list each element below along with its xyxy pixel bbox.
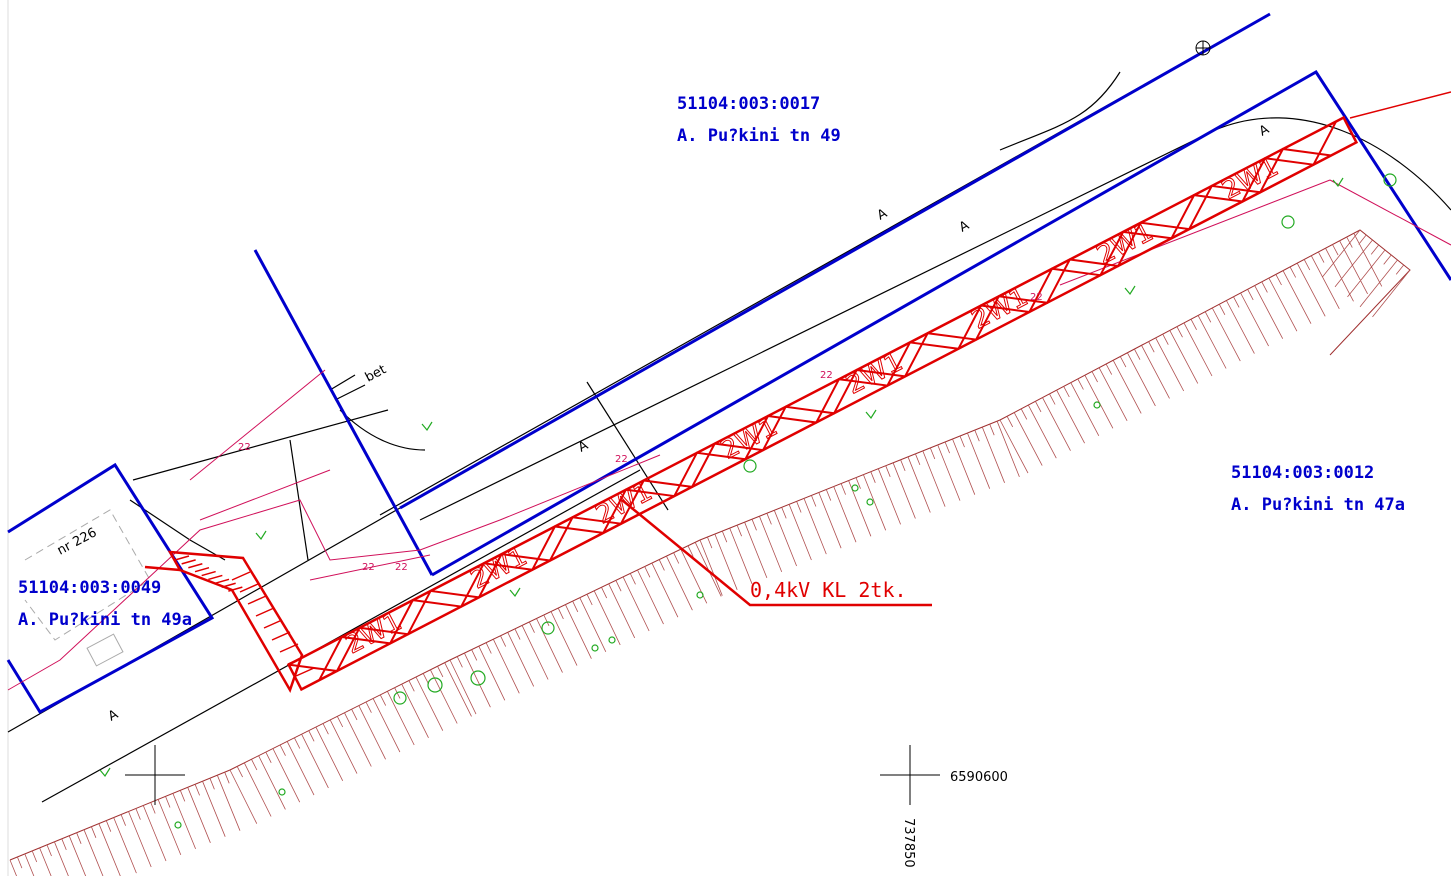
road-lines (7, 24, 1451, 803)
vegetation (99, 173, 1397, 829)
slope-edge (9, 229, 1411, 861)
pipe-code: 22 (238, 442, 251, 453)
east-coordinate: 737850 (901, 818, 916, 868)
band-outline (286, 115, 1359, 692)
parcel-address: A. Pu?kini tn 47a (1231, 495, 1405, 515)
cable-label: 0,4kV KL 2tk. (750, 578, 907, 602)
pipe-code: 22 (395, 562, 408, 573)
slope-ticks (9, 229, 1411, 876)
area-label: A (875, 206, 890, 223)
area-label: A (1257, 122, 1272, 139)
area-label: A (106, 707, 121, 724)
slope (9, 229, 1411, 876)
pipes (7, 179, 1451, 691)
parcel-address: A. Pu?kini tn 49 (677, 126, 841, 146)
parcel-id: 51104:003:0012 (1231, 463, 1374, 483)
north-coordinate: 6590600 (950, 770, 1008, 785)
parcel-id: 51104:003:0017 (677, 94, 820, 114)
surface-label: bet (363, 362, 389, 385)
area-label: A (957, 218, 972, 235)
building (24, 509, 151, 667)
cable-end (1349, 91, 1451, 119)
building-label: nr 226 (55, 525, 100, 558)
band-hatch (318, 120, 1337, 681)
pipe-code: 22 (362, 562, 375, 573)
parcel-id: 51104:003:0049 (18, 578, 161, 598)
cable-band (144, 91, 1451, 693)
parcel-address: A. Pu?kini tn 49a (18, 610, 192, 630)
grid-crosses (125, 40, 1211, 805)
pipe-code: 22 (1030, 292, 1043, 303)
pipe-code: 22 (615, 454, 628, 465)
pipe-code: 22 (820, 370, 833, 381)
cable-leader (621, 499, 932, 607)
cable-end (144, 565, 181, 572)
area-label: A (576, 438, 591, 455)
parcel-borders (6, 12, 1451, 714)
connection-hatch (174, 555, 315, 677)
band-hatch (288, 147, 1332, 673)
